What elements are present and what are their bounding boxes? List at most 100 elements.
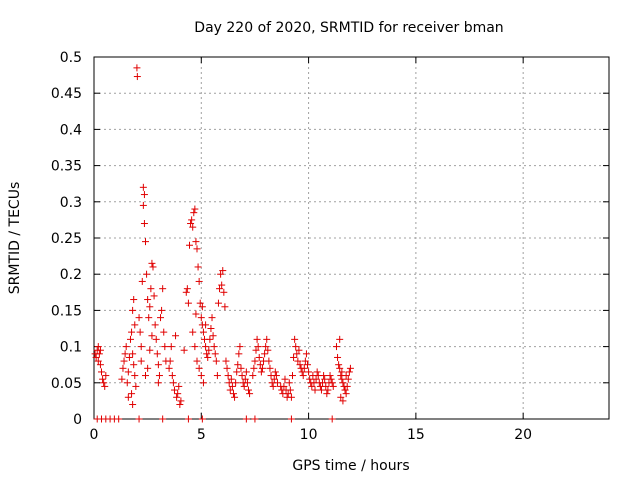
data-point	[302, 350, 310, 358]
data-point	[265, 357, 273, 365]
data-point	[257, 368, 265, 376]
data-point	[324, 386, 332, 394]
data-point	[285, 379, 293, 387]
data-point	[184, 299, 192, 307]
data-point	[192, 310, 200, 318]
data-point	[233, 368, 241, 376]
data-point	[264, 346, 272, 354]
data-point	[334, 353, 342, 361]
data-point	[152, 335, 160, 343]
data-point	[147, 285, 155, 293]
data-point	[256, 361, 264, 369]
x-axis-label: GPS time / hours	[292, 458, 409, 474]
data-point	[140, 220, 148, 228]
data-point	[169, 379, 177, 387]
data-point	[290, 353, 298, 361]
data-point	[187, 220, 195, 228]
data-point	[284, 390, 292, 398]
data-point	[148, 259, 156, 267]
data-point	[131, 372, 139, 380]
data-point	[320, 372, 328, 380]
data-point	[198, 415, 206, 423]
data-point	[199, 379, 207, 387]
data-point	[197, 372, 205, 380]
data-point	[130, 296, 138, 304]
data-point	[338, 375, 346, 383]
data-point	[209, 332, 217, 340]
data-point	[184, 415, 192, 423]
data-point	[139, 183, 147, 191]
y-tick-label: 0.3	[60, 195, 82, 211]
data-point	[213, 372, 221, 380]
x-tick-label: 20	[514, 427, 532, 443]
data-point	[342, 372, 350, 380]
data-point	[124, 393, 132, 401]
data-point	[296, 361, 304, 369]
data-point	[206, 335, 214, 343]
data-point	[287, 415, 295, 423]
data-point	[123, 379, 131, 387]
data-point	[129, 350, 137, 358]
data-point	[338, 368, 346, 376]
data-point	[291, 335, 299, 343]
data-point	[242, 368, 250, 376]
data-point	[341, 386, 349, 394]
data-point	[217, 270, 225, 278]
data-point	[92, 353, 100, 361]
data-point	[263, 335, 271, 343]
data-point	[251, 357, 259, 365]
data-point	[335, 361, 343, 369]
y-tick-label: 0.15	[51, 303, 82, 319]
data-point	[214, 299, 222, 307]
data-point	[96, 361, 104, 369]
data-point	[342, 390, 350, 398]
data-point	[286, 386, 294, 394]
data-point	[175, 382, 183, 390]
data-point	[174, 390, 182, 398]
data-point	[271, 368, 279, 376]
data-point	[328, 379, 336, 387]
data-point	[157, 314, 165, 322]
data-point	[142, 238, 149, 246]
data-point	[203, 350, 211, 358]
data-point	[96, 346, 104, 354]
data-point	[242, 415, 250, 423]
data-point	[288, 372, 296, 380]
data-point	[250, 364, 258, 372]
data-point	[119, 364, 127, 372]
data-point	[229, 390, 237, 398]
data-point	[336, 335, 344, 343]
data-point	[251, 415, 259, 423]
y-tick-label: 0	[73, 412, 82, 428]
data-point	[293, 350, 301, 358]
plot-frame	[93, 56, 610, 420]
y-tick-label: 0.45	[51, 86, 82, 102]
data-point	[299, 372, 307, 380]
data-point	[128, 328, 136, 336]
data-point	[281, 375, 289, 383]
y-tick-label: 0.05	[51, 376, 82, 392]
data-point	[228, 382, 236, 390]
data-point	[262, 343, 270, 351]
data-point	[158, 306, 166, 314]
data-point	[317, 386, 325, 394]
data-point	[300, 364, 308, 372]
data-point	[329, 382, 337, 390]
data-point	[191, 205, 199, 213]
data-point	[295, 346, 303, 354]
data-point	[159, 285, 167, 293]
y-tick-label: 0.35	[51, 159, 82, 175]
data-point	[199, 328, 207, 336]
data-point	[195, 277, 203, 285]
data-point	[301, 357, 309, 365]
data-point	[328, 415, 336, 423]
data-point	[168, 372, 176, 380]
data-point	[133, 73, 141, 81]
data-point	[182, 288, 190, 296]
data-point	[196, 299, 204, 307]
data-point	[193, 245, 201, 253]
data-point	[142, 372, 149, 380]
data-point	[176, 401, 184, 409]
data-point	[140, 191, 148, 199]
